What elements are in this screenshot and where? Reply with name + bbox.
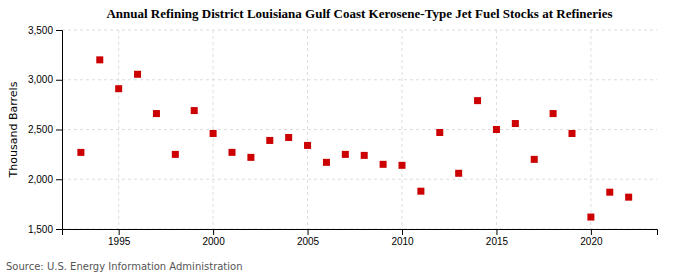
grid	[62, 30, 657, 229]
tick: 1,500	[28, 224, 62, 235]
points	[77, 56, 632, 220]
point	[247, 154, 254, 161]
tick: 2015	[486, 229, 509, 247]
point	[606, 189, 613, 196]
point	[172, 151, 179, 158]
tick-mark	[56, 130, 62, 131]
x-axis: 1995 2000 2005 2010 2015 2020	[63, 229, 658, 247]
point	[474, 97, 481, 104]
axis-line	[63, 230, 658, 236]
tick-mark	[496, 229, 497, 235]
point	[550, 110, 557, 117]
point	[342, 151, 349, 158]
grid-line	[62, 129, 657, 130]
tick-label: 1,500	[28, 224, 53, 235]
point	[134, 71, 141, 78]
tick: 1995	[108, 229, 131, 247]
point	[323, 159, 330, 166]
point	[77, 149, 84, 156]
tick-mark	[119, 229, 120, 235]
grid-line	[402, 30, 403, 229]
point	[436, 129, 443, 136]
tick-mark	[56, 30, 62, 31]
axis-line	[56, 31, 63, 230]
point	[380, 161, 387, 168]
tick: 2020	[580, 229, 603, 247]
tick-mark	[56, 80, 62, 81]
point	[417, 188, 424, 195]
point	[153, 110, 160, 117]
tick-label: 2,500	[28, 124, 53, 135]
tick-label: 1995	[108, 236, 131, 247]
tick: 2,500	[28, 124, 62, 135]
point	[531, 156, 538, 163]
y-axis: 1,500 2,000 2,500 3,000 3,500	[28, 25, 63, 235]
grid-line	[62, 179, 657, 180]
tick: 3,000	[28, 74, 62, 85]
tick-label: 2020	[580, 236, 603, 247]
point	[625, 194, 632, 201]
point	[96, 56, 103, 63]
source-note: Source: U.S. Energy Information Administ…	[6, 261, 243, 272]
point	[266, 137, 273, 144]
tick: 3,500	[28, 25, 62, 36]
point	[455, 170, 462, 177]
point	[304, 142, 311, 149]
point	[587, 214, 594, 221]
point	[191, 107, 198, 114]
tick-label: 2005	[297, 236, 320, 247]
grid-line	[62, 30, 657, 31]
y-axis-title: Thousand Barrels	[7, 81, 20, 178]
tick-label: 3,500	[28, 25, 53, 36]
point	[361, 152, 368, 159]
grid-line	[62, 79, 657, 80]
tick-label: 2000	[202, 236, 225, 247]
tick-label: 3,000	[28, 74, 53, 85]
tick-mark	[213, 229, 214, 235]
tick: 2000	[202, 229, 225, 247]
tick-mark	[56, 229, 62, 230]
tick: 2005	[297, 229, 320, 247]
point	[512, 120, 519, 127]
tick-mark	[308, 229, 309, 235]
tick-mark	[591, 229, 592, 235]
point	[210, 130, 217, 137]
tick-label: 2,000	[28, 174, 53, 185]
point	[569, 130, 576, 137]
tick-label: 2015	[486, 236, 509, 247]
tick-mark	[402, 229, 403, 235]
point	[229, 149, 236, 156]
point	[399, 162, 406, 169]
grid-line	[307, 30, 308, 229]
point	[285, 134, 292, 141]
point	[115, 85, 122, 92]
plot: 1995 2000 2005 2010 2015 2020 1,500 2,000 2,500 3…	[28, 25, 658, 247]
tick: 2,000	[28, 174, 62, 185]
tick: 2010	[391, 229, 414, 247]
chart: 1995 2000 2005 2010 2015 2020 1,500 2,000 2,500 3…	[0, 0, 675, 275]
tick-mark	[56, 179, 62, 180]
tick-label: 2010	[391, 236, 414, 247]
title: Annual Refining District Louisiana Gulf …	[106, 6, 612, 21]
point	[493, 126, 500, 133]
